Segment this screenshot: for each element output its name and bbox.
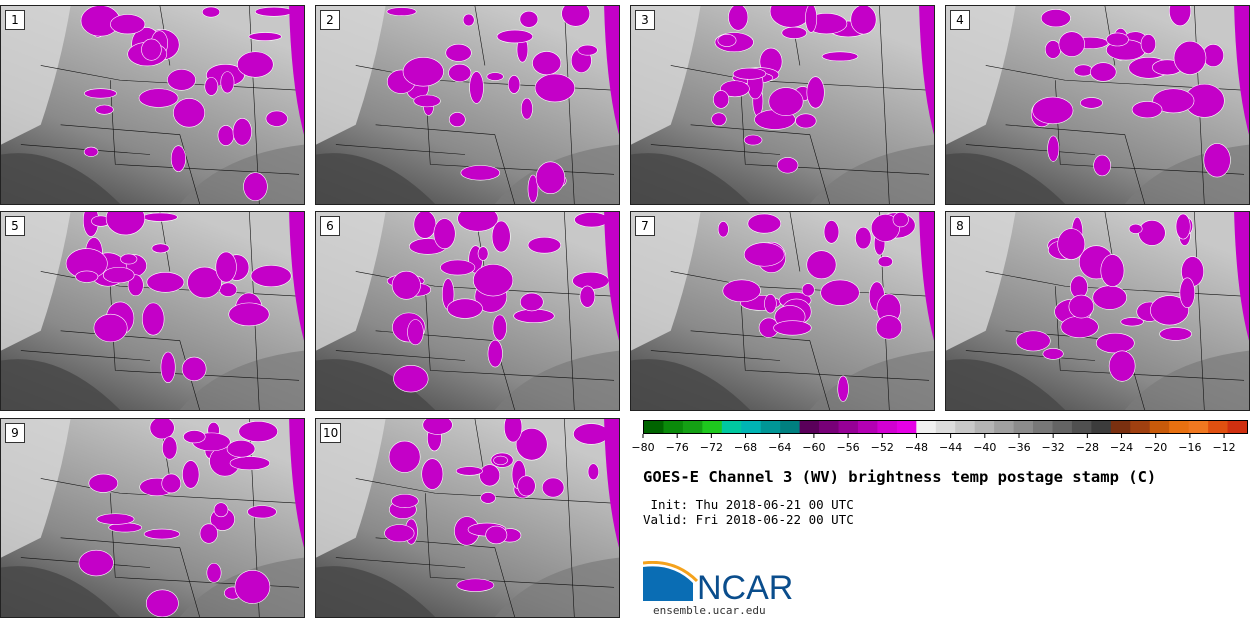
- tick-label: −44: [939, 441, 962, 454]
- tick-label: −16: [1178, 441, 1201, 454]
- tick-label: −20: [1144, 441, 1167, 454]
- tick-label: −76: [666, 441, 689, 454]
- colorbar-swatch: [935, 421, 956, 433]
- map-image: [316, 419, 619, 617]
- postage-stamp-panel: 5: [0, 211, 305, 411]
- colorbar-swatch: [1227, 421, 1247, 433]
- colorbar-swatch: [916, 421, 937, 433]
- ncar-logo: NCAR: [642, 560, 793, 607]
- panel-number: 4: [950, 10, 970, 30]
- tick-label: −24: [1110, 441, 1133, 454]
- tick-label: −80: [631, 441, 654, 454]
- tick-label: −52: [871, 441, 894, 454]
- postage-stamp-panel: 9: [0, 418, 305, 618]
- colorbar-ticks: −80 −76 −72 −68 −64 −60 −56 −52 −48 −44 −40 −36 −32−…: [631, 434, 1248, 460]
- colorbar-swatch: [1091, 421, 1112, 433]
- map-image: [316, 212, 619, 410]
- tick-label: −28: [1076, 441, 1099, 454]
- colorbar-swatch: [780, 421, 801, 433]
- colorbar-swatch: [1033, 421, 1053, 433]
- panel-number: 2: [320, 10, 340, 30]
- postage-stamp-panel: 4: [945, 5, 1250, 205]
- tick-label: −12: [1212, 441, 1235, 454]
- colorbar-swatch: [1052, 421, 1073, 433]
- tick-label: −36: [1007, 441, 1030, 454]
- tick-label: −32: [1042, 441, 1065, 454]
- colorbar-swatch: [760, 421, 781, 433]
- panel-number: 6: [320, 216, 340, 236]
- page-title: GOES-E Channel 3 (WV) brightness temp po…: [643, 468, 1157, 486]
- colorbar-swatch: [1208, 421, 1229, 433]
- colorbar-swatch: [1013, 421, 1034, 433]
- postage-stamp-panel: 8: [945, 211, 1250, 411]
- colorbar-swatch: [896, 421, 917, 433]
- panel-number: 1: [5, 10, 25, 30]
- tick-label: −56: [836, 441, 859, 454]
- colorbar-swatch: [974, 421, 995, 433]
- panel-number: 9: [5, 423, 25, 443]
- colorbar-swatch: [1110, 421, 1131, 433]
- postage-stamp-panel: 7: [630, 211, 935, 411]
- tick-label: −64: [768, 441, 791, 454]
- colorbar-swatch: [857, 421, 878, 433]
- colorbar-swatch: [799, 421, 820, 433]
- colorbar-swatch: [721, 421, 742, 433]
- panel-number: 7: [635, 216, 655, 236]
- colorbar-swatch: [877, 421, 898, 433]
- postage-stamp-panel: 6: [315, 211, 620, 411]
- colorbar-swatch: [682, 421, 703, 433]
- postage-stamp-panel: 10: [315, 418, 620, 618]
- colorbar-swatch: [1188, 421, 1209, 433]
- postage-stamp-panel: 3: [630, 5, 935, 205]
- map-image: [316, 6, 619, 204]
- colorbar-swatch: [644, 421, 664, 433]
- colorbar-swatch: [1149, 421, 1170, 433]
- colorbar-swatch: [994, 421, 1015, 433]
- colorbar-swatch: [1169, 421, 1190, 433]
- panel-number: 5: [5, 216, 25, 236]
- colorbar-swatch: [1071, 421, 1092, 433]
- colorbar-swatch: [702, 421, 723, 433]
- tick-label: −48: [905, 441, 928, 454]
- colorbar-swatch: [741, 421, 762, 433]
- map-image: [946, 6, 1249, 204]
- tick-label: −68: [734, 441, 757, 454]
- tick-label: −72: [700, 441, 723, 454]
- logo-text: NCAR: [697, 569, 793, 605]
- map-image: [1, 419, 304, 617]
- panel-number: 3: [635, 10, 655, 30]
- colorbar-swatch: [819, 421, 840, 433]
- colorbar-swatch: [955, 421, 976, 433]
- tick-label: −40: [973, 441, 996, 454]
- colorbar-swatch: [838, 421, 859, 433]
- panel-number: 10: [320, 423, 342, 443]
- postage-stamp-panel: 1: [0, 5, 305, 205]
- map-image: [946, 212, 1249, 410]
- panel-number: 8: [950, 216, 970, 236]
- colorbar: [643, 420, 1248, 434]
- map-image: [1, 212, 304, 410]
- init-time: Init: Thu 2018-06-21 00 UTC: [643, 497, 854, 512]
- site-url: ensemble.ucar.edu: [653, 604, 766, 617]
- colorbar-swatch: [1130, 421, 1151, 433]
- map-image: [1, 6, 304, 204]
- valid-time: Valid: Fri 2018-06-22 00 UTC: [643, 512, 854, 527]
- colorbar-swatch: [663, 421, 684, 433]
- tick-label: −60: [802, 441, 825, 454]
- map-image: [631, 212, 934, 410]
- map-image: [631, 6, 934, 204]
- postage-stamp-panel: 2: [315, 5, 620, 205]
